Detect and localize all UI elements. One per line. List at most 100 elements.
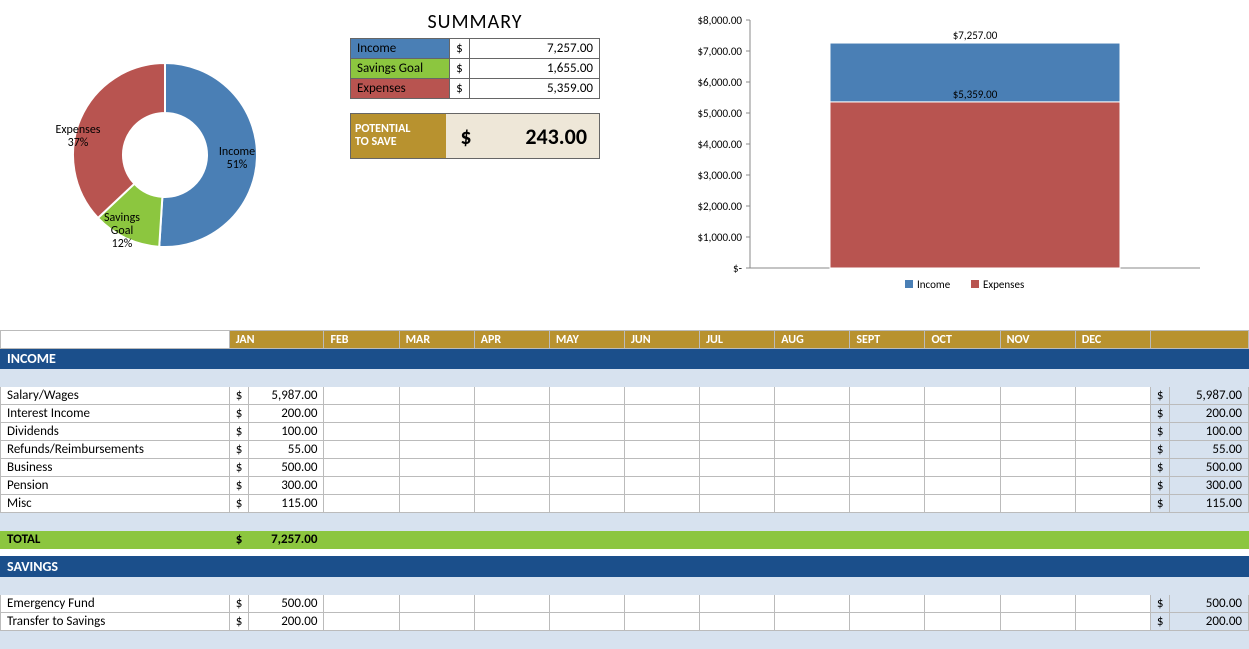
cell[interactable] xyxy=(925,595,1000,613)
cell[interactable] xyxy=(700,595,775,613)
cell[interactable] xyxy=(925,477,1000,495)
cell[interactable] xyxy=(474,387,549,405)
cell[interactable] xyxy=(700,405,775,423)
cell[interactable] xyxy=(700,613,775,631)
cell[interactable] xyxy=(324,477,399,495)
cell[interactable] xyxy=(624,459,699,477)
cell[interactable]: 300.00 xyxy=(249,477,324,495)
cell[interactable] xyxy=(324,613,399,631)
cell[interactable] xyxy=(549,387,624,405)
cell[interactable] xyxy=(624,405,699,423)
table-row[interactable]: Misc$115.00$115.00 xyxy=(1,495,1249,513)
cell[interactable] xyxy=(324,495,399,513)
cell[interactable] xyxy=(925,441,1000,459)
cell[interactable] xyxy=(324,387,399,405)
cell[interactable] xyxy=(624,613,699,631)
cell[interactable] xyxy=(850,441,925,459)
cell[interactable] xyxy=(850,405,925,423)
cell[interactable] xyxy=(474,459,549,477)
cell[interactable] xyxy=(399,423,474,441)
table-row[interactable]: Salary/Wages$5,987.00$5,987.00 xyxy=(1,387,1249,405)
cell[interactable] xyxy=(925,495,1000,513)
cell[interactable] xyxy=(474,423,549,441)
month-header[interactable]: JAN xyxy=(229,331,324,349)
cell[interactable] xyxy=(850,613,925,631)
cell[interactable] xyxy=(399,387,474,405)
cell[interactable] xyxy=(1075,423,1150,441)
cell[interactable] xyxy=(775,595,850,613)
month-header[interactable]: DEC xyxy=(1075,331,1150,349)
month-header[interactable]: AUG xyxy=(775,331,850,349)
cell[interactable] xyxy=(474,495,549,513)
cell[interactable] xyxy=(850,459,925,477)
table-row[interactable]: Refunds/Reimbursements$55.00$55.00 xyxy=(1,441,1249,459)
table-row[interactable]: Dividends$100.00$100.00 xyxy=(1,423,1249,441)
cell[interactable]: 115.00 xyxy=(249,495,324,513)
cell[interactable] xyxy=(474,595,549,613)
cell[interactable] xyxy=(549,423,624,441)
cell[interactable] xyxy=(775,387,850,405)
month-header[interactable]: APR xyxy=(474,331,549,349)
cell[interactable] xyxy=(399,613,474,631)
cell[interactable]: 200.00 xyxy=(249,405,324,423)
cell[interactable] xyxy=(474,613,549,631)
cell[interactable] xyxy=(399,495,474,513)
cell[interactable] xyxy=(925,423,1000,441)
table-row[interactable]: Pension$300.00$300.00 xyxy=(1,477,1249,495)
cell[interactable] xyxy=(324,459,399,477)
cell[interactable] xyxy=(1000,613,1075,631)
cell[interactable] xyxy=(925,387,1000,405)
cell[interactable] xyxy=(1075,441,1150,459)
cell[interactable] xyxy=(1075,387,1150,405)
cell[interactable] xyxy=(549,613,624,631)
cell[interactable] xyxy=(1000,387,1075,405)
cell[interactable] xyxy=(700,495,775,513)
table-row[interactable]: Interest Income$200.00$200.00 xyxy=(1,405,1249,423)
cell[interactable] xyxy=(399,405,474,423)
cell[interactable] xyxy=(1000,495,1075,513)
cell[interactable] xyxy=(1000,405,1075,423)
cell[interactable] xyxy=(1000,441,1075,459)
cell[interactable] xyxy=(1075,405,1150,423)
cell[interactable] xyxy=(700,441,775,459)
cell[interactable] xyxy=(549,595,624,613)
cell[interactable] xyxy=(925,613,1000,631)
cell[interactable]: 100.00 xyxy=(249,423,324,441)
cell[interactable] xyxy=(775,459,850,477)
month-header[interactable]: FEB xyxy=(324,331,399,349)
cell[interactable]: 200.00 xyxy=(249,613,324,631)
cell[interactable] xyxy=(549,441,624,459)
cell[interactable] xyxy=(1075,613,1150,631)
cell[interactable] xyxy=(624,387,699,405)
cell[interactable] xyxy=(775,477,850,495)
cell[interactable] xyxy=(549,477,624,495)
cell[interactable] xyxy=(399,595,474,613)
cell[interactable] xyxy=(399,477,474,495)
month-header[interactable]: JUL xyxy=(700,331,775,349)
cell[interactable] xyxy=(1000,595,1075,613)
cell[interactable] xyxy=(1075,495,1150,513)
cell[interactable] xyxy=(850,477,925,495)
month-header[interactable]: JUN xyxy=(624,331,699,349)
cell[interactable] xyxy=(925,459,1000,477)
cell[interactable] xyxy=(1075,459,1150,477)
cell[interactable] xyxy=(474,477,549,495)
cell[interactable]: 500.00 xyxy=(249,595,324,613)
month-header[interactable]: SEPT xyxy=(850,331,925,349)
cell[interactable] xyxy=(624,595,699,613)
month-header[interactable]: MAR xyxy=(399,331,474,349)
table-row[interactable]: Emergency Fund$500.00$500.00 xyxy=(1,595,1249,613)
cell[interactable] xyxy=(324,405,399,423)
cell[interactable] xyxy=(549,495,624,513)
cell[interactable] xyxy=(850,423,925,441)
cell[interactable] xyxy=(775,441,850,459)
cell[interactable] xyxy=(700,423,775,441)
cell[interactable] xyxy=(850,595,925,613)
cell[interactable] xyxy=(324,441,399,459)
cell[interactable] xyxy=(399,459,474,477)
cell[interactable] xyxy=(1000,477,1075,495)
cell[interactable]: 55.00 xyxy=(249,441,324,459)
cell[interactable] xyxy=(850,495,925,513)
month-header[interactable]: NOV xyxy=(1000,331,1075,349)
cell[interactable] xyxy=(1000,459,1075,477)
